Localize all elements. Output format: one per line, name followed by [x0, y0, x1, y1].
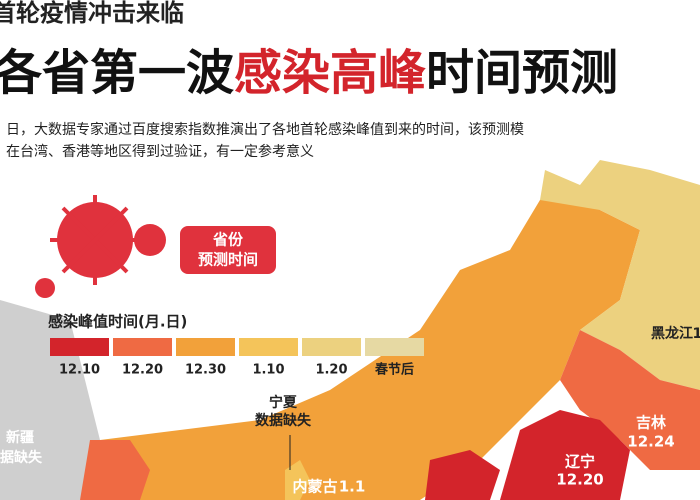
region-value: 数据缺失 [255, 412, 312, 429]
legend-label: 春节后 [374, 362, 414, 378]
region-value: 1.1 [339, 478, 366, 496]
region-name: 吉林 [636, 414, 667, 432]
legend-swatch [302, 338, 361, 356]
headline-highlight: 感染高峰 [234, 45, 426, 101]
region-inner-mongolia [100, 180, 640, 500]
region-value: 12.20 [556, 471, 603, 489]
region-heilongjiang [540, 160, 700, 390]
headline-part: 时间预测 [426, 45, 618, 101]
headline: 各省第一波感染高峰时间预测 [0, 45, 618, 101]
badge-text: 预测时间 [198, 251, 258, 269]
region-gansu [80, 440, 150, 500]
legend: 感染峰值时间(月.日) 12.10 12.20 12.30 1.10 1.20 春节后 [48, 313, 424, 378]
legend-label: 12.10 [59, 363, 100, 378]
legend-swatch [50, 338, 109, 356]
headline-part: 各省第一波 [0, 45, 234, 101]
region-name: 黑龙江 [651, 325, 693, 342]
region-name: 宁夏 [269, 394, 298, 411]
legend-label: 12.30 [185, 363, 226, 378]
kicker: 首轮疫情冲击来临 [0, 0, 184, 27]
region-value: 数据缺失 [0, 449, 43, 466]
region-name: 新疆 [6, 429, 34, 446]
legend-swatch [113, 338, 172, 356]
region-name: 辽宁 [565, 453, 595, 471]
badge [180, 226, 276, 274]
legend-swatch [365, 338, 424, 356]
legend-label: 12.20 [122, 363, 163, 378]
badge-text: 省份 [212, 231, 244, 249]
region-name: 内蒙古 [292, 478, 337, 496]
legend-label: 1.20 [315, 363, 347, 378]
region-jilin [560, 330, 700, 470]
virus-icon [35, 195, 166, 298]
description: 在台湾、香港等地区得到过验证，有一定参考意义 [6, 143, 314, 160]
region-liaoning [500, 410, 630, 500]
region-value: 1. [692, 326, 700, 342]
legend-label: 1.10 [252, 363, 284, 378]
region-value: 12.24 [627, 433, 674, 451]
region-beijing [425, 450, 500, 500]
legend-swatch [176, 338, 235, 356]
legend-title: 感染峰值时间(月.日) [48, 313, 187, 331]
description: 日，大数据专家通过百度搜索指数推演出了各地首轮感染峰值到来的时间，该预测模 [6, 121, 524, 138]
legend-swatch [239, 338, 298, 356]
region-ningxia [285, 460, 310, 500]
